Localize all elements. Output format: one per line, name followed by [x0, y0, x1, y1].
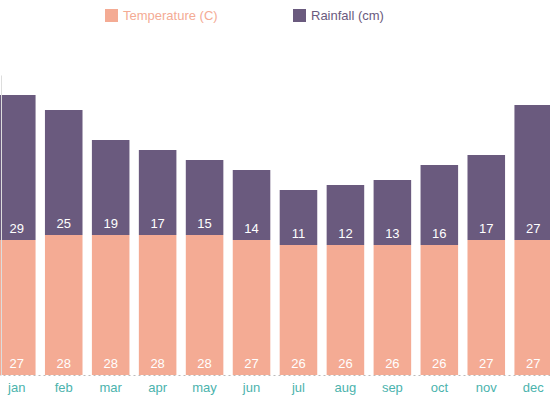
bar [92, 235, 130, 375]
data-label: 26 [385, 356, 399, 371]
x-axis-line [0, 375, 550, 376]
data-label: 11 [292, 226, 306, 241]
tick: nov [476, 375, 497, 395]
data-label: 17 [150, 216, 164, 231]
tick: jan [7, 375, 25, 395]
data-label: 17 [479, 221, 493, 236]
bar [514, 105, 550, 240]
legend-swatch [105, 9, 118, 22]
tick-label: feb [55, 380, 73, 395]
bar [92, 140, 130, 235]
data-label: 27 [244, 356, 258, 371]
tick: sep [382, 375, 403, 395]
data-label: 27 [479, 356, 493, 371]
bar [421, 165, 459, 245]
tick: jun [242, 375, 260, 395]
tick-label: oct [431, 380, 449, 395]
data-label: 27 [526, 356, 540, 371]
data-label: 27 [10, 356, 24, 371]
tick-label: dec [523, 380, 544, 395]
tick: dec [523, 375, 544, 395]
legend: Temperature (C) Rainfall (cm) [105, 8, 384, 23]
bar [45, 110, 83, 235]
bar [374, 245, 412, 375]
tick-label: nov [476, 380, 497, 395]
tick-label: sep [382, 380, 403, 395]
bar [421, 245, 459, 375]
tick-label: may [192, 380, 217, 395]
tick-label: jul [291, 380, 305, 395]
data-label: 26 [432, 356, 446, 371]
data-label: 26 [338, 356, 352, 371]
data-label: 19 [103, 216, 117, 231]
bar [327, 185, 365, 245]
x-axis: jan feb mar apr may jun jul aug sep oct nov dec [0, 375, 550, 395]
tick-label: aug [335, 380, 357, 395]
bar [0, 95, 36, 240]
tick: jul [291, 375, 305, 395]
bar [186, 235, 224, 375]
data-label: 28 [56, 356, 70, 371]
bar [280, 190, 318, 245]
bars [0, 95, 550, 375]
legend-label: Temperature (C) [123, 8, 218, 23]
tick: feb [55, 375, 73, 395]
data-label: 27 [526, 221, 540, 236]
tick-label: jun [242, 380, 260, 395]
data-label: 26 [291, 356, 305, 371]
data-label: 29 [10, 221, 24, 236]
tick: aug [335, 375, 357, 395]
bar [467, 155, 505, 240]
legend-swatch [293, 9, 306, 22]
bar [139, 235, 177, 375]
bar [280, 245, 318, 375]
data-label: 28 [150, 356, 164, 371]
data-label: 28 [103, 356, 117, 371]
tick: mar [99, 375, 122, 395]
bar [45, 235, 83, 375]
legend-label: Rainfall (cm) [311, 8, 384, 23]
bar [233, 240, 271, 375]
bar [467, 240, 505, 375]
tick: oct [431, 375, 449, 395]
bar [514, 240, 550, 375]
data-labels: 27 28 28 28 28 27 26 26 26 26 27 27 29 25 19 17 15 14 11 12… [10, 216, 541, 371]
data-label: 25 [56, 216, 70, 231]
tick: may [192, 375, 217, 395]
bar [186, 160, 224, 235]
bar [0, 240, 36, 375]
bar [327, 245, 365, 375]
data-label: 12 [338, 226, 352, 241]
bar [233, 170, 271, 240]
bar [139, 150, 177, 235]
data-label: 15 [197, 216, 211, 231]
tick-label: jan [7, 380, 25, 395]
data-label: 16 [432, 226, 446, 241]
tick-label: apr [148, 380, 167, 395]
tick: apr [148, 375, 167, 395]
tick-label: mar [99, 380, 122, 395]
data-label: 14 [244, 221, 258, 236]
data-label: 28 [197, 356, 211, 371]
chart: 27 28 28 28 28 27 26 26 26 26 27 27 29 25 19 17 15 14 11 12… [0, 0, 550, 400]
data-label: 13 [385, 226, 399, 241]
y-axis-line [1, 76, 2, 376]
bar [374, 180, 412, 245]
y-axis [1, 76, 2, 376]
